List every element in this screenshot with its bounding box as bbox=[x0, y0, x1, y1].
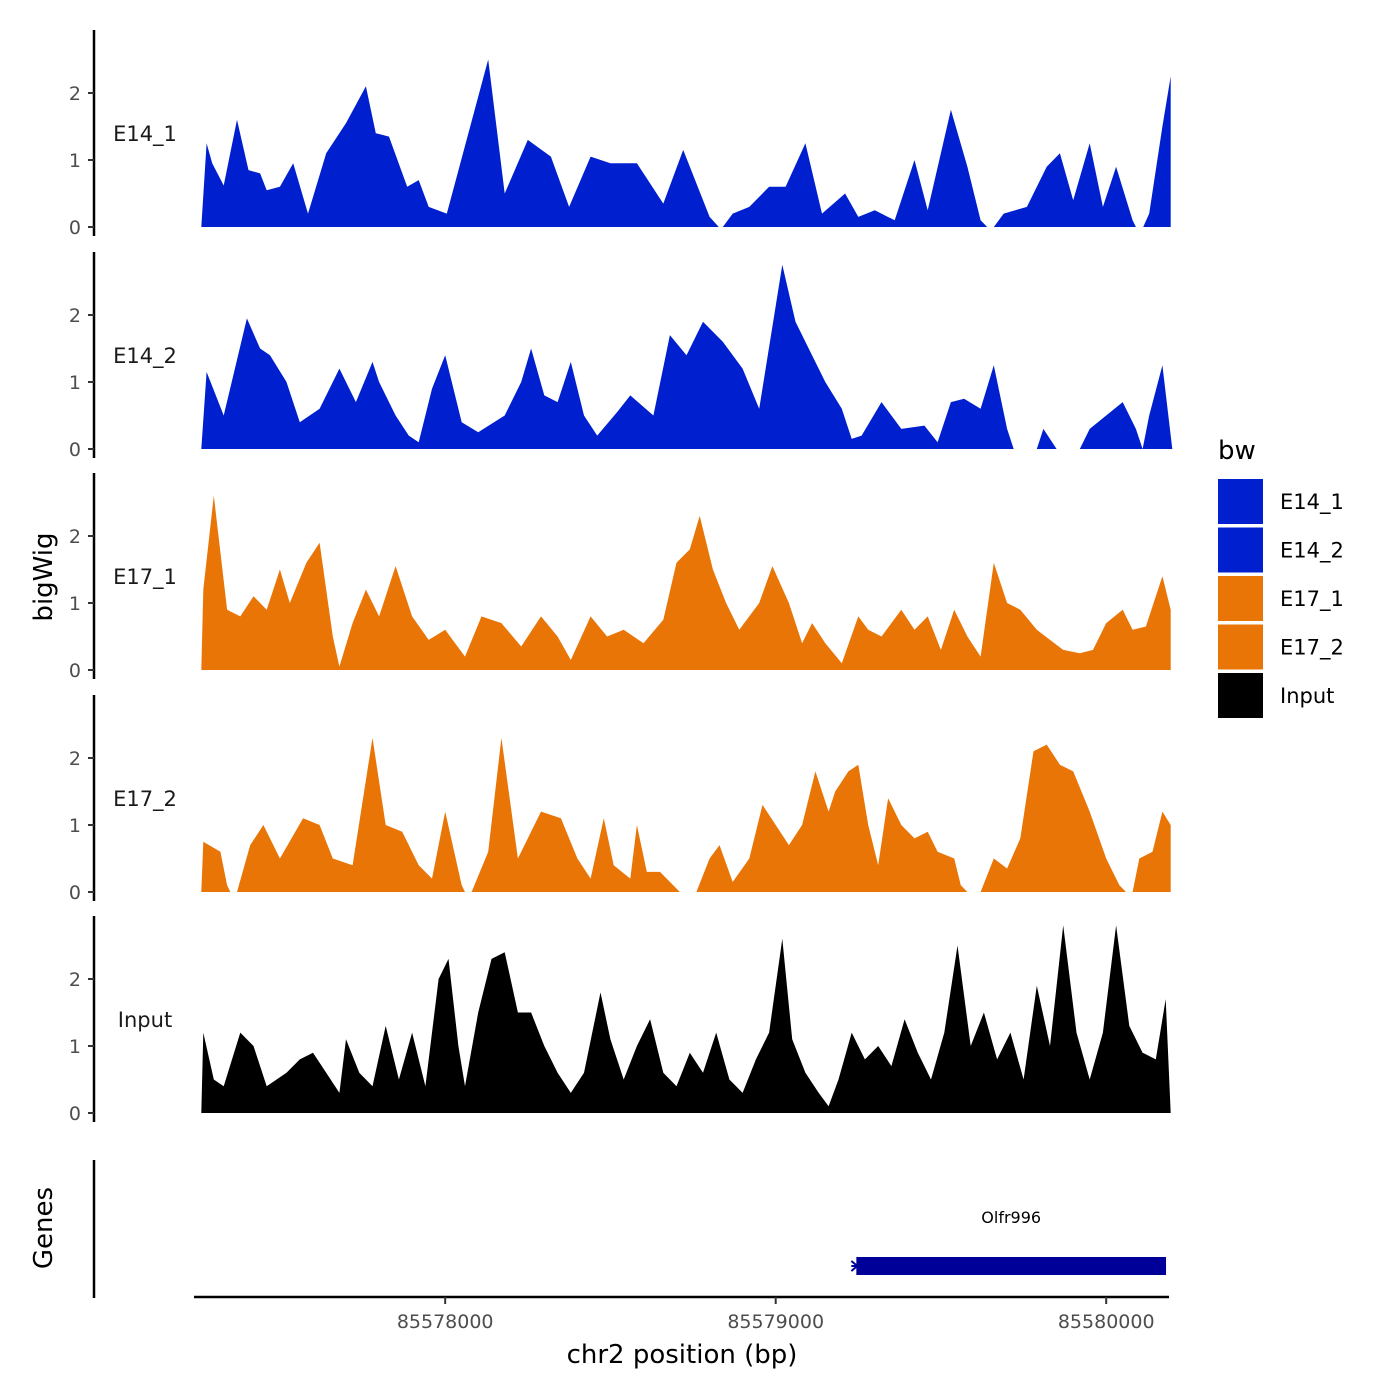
track-label-E17_1: E17_1 bbox=[113, 565, 177, 590]
track-label-E14_2: E14_2 bbox=[113, 344, 177, 369]
y-tick-label: 2 bbox=[69, 969, 81, 991]
track-E14_2: 0 1 2 E14_2 bbox=[69, 252, 1173, 461]
y-tick-label: 2 bbox=[69, 83, 81, 105]
y-tick-label: 2 bbox=[69, 305, 81, 327]
track-label-E14_1: E14_1 bbox=[113, 122, 177, 147]
gene-strand-arrow bbox=[850, 1260, 859, 1272]
legend-label: E17_1 bbox=[1280, 587, 1344, 612]
gene-body bbox=[856, 1257, 1167, 1275]
y-tick-label: 2 bbox=[69, 748, 81, 770]
y-tick-label: 1 bbox=[69, 372, 81, 394]
y-tick-label: 0 bbox=[69, 882, 81, 904]
genes-track: Olfr996 bbox=[92, 1160, 1167, 1298]
signal-area-E17_1 bbox=[201, 495, 1171, 670]
track-E17_2: 0 1 2 E17_2 bbox=[69, 695, 1171, 904]
legend-label: E14_2 bbox=[1280, 539, 1344, 564]
legend-title: bw bbox=[1218, 436, 1256, 466]
track-E17_1: 0 1 2 E17_1 bbox=[69, 473, 1171, 682]
legend-item-E17_1: E17_1 bbox=[1218, 576, 1344, 621]
x-tick-label: 85580000 bbox=[1058, 1311, 1155, 1333]
track-E14_1: 0 1 2 E14_1 bbox=[69, 30, 1171, 239]
legend-label: E17_2 bbox=[1280, 636, 1344, 661]
legend-swatch bbox=[1218, 624, 1263, 670]
tracks-layer: 0 1 2 E14_1 0 1 2 E14_2 0 1 2 E17_1 0 1 2 E17_2 0 1 2 Input bbox=[69, 30, 1173, 1125]
legend-swatch bbox=[1218, 527, 1263, 573]
gene-Olfr996: Olfr996 bbox=[850, 1208, 1167, 1275]
x-tick-label: 85579000 bbox=[727, 1311, 824, 1333]
x-axis-title: chr2 position (bp) bbox=[567, 1340, 798, 1370]
legend-label: Input bbox=[1280, 684, 1334, 708]
y-tick-label: 0 bbox=[69, 660, 81, 682]
gene-label: Olfr996 bbox=[981, 1208, 1041, 1227]
y-tick-label: 1 bbox=[69, 150, 81, 172]
x-tick-label: 85578000 bbox=[397, 1311, 494, 1333]
signal-area-E14_1 bbox=[201, 59, 1171, 227]
legend-label: E14_1 bbox=[1280, 490, 1344, 515]
x-axis: 85578000 85579000 85580000 bbox=[194, 1295, 1169, 1333]
y-tick-label: 0 bbox=[69, 439, 81, 461]
signal-area-E17_2 bbox=[201, 737, 1171, 892]
track-label-Input: Input bbox=[118, 1008, 172, 1032]
y-tick-label: 1 bbox=[69, 1036, 81, 1058]
y-axis-title: bigWig bbox=[29, 532, 59, 621]
y-tick-label: 2 bbox=[69, 526, 81, 548]
track-label-E17_2: E17_2 bbox=[113, 787, 177, 812]
legend-swatch bbox=[1218, 576, 1263, 621]
legend-swatch bbox=[1218, 479, 1263, 524]
genes-track-title: Genes bbox=[29, 1187, 59, 1269]
signal-area-Input bbox=[201, 925, 1171, 1113]
legend-item-E14_1: E14_1 bbox=[1218, 479, 1344, 524]
y-tick-label: 1 bbox=[69, 593, 81, 615]
y-tick-label: 0 bbox=[69, 1103, 81, 1125]
legend-item-Input: Input bbox=[1218, 673, 1334, 718]
legend-item-E17_2: E17_2 bbox=[1218, 624, 1344, 670]
signal-area-E14_2 bbox=[201, 264, 1173, 449]
legend: bw E14_1 E14_2 E17_1 E17_2 Input bbox=[1218, 436, 1344, 718]
y-tick-label: 0 bbox=[69, 217, 81, 239]
track-Input: 0 1 2 Input bbox=[69, 916, 1171, 1125]
legend-swatch bbox=[1218, 673, 1263, 718]
legend-item-E14_2: E14_2 bbox=[1218, 527, 1344, 573]
y-tick-label: 1 bbox=[69, 815, 81, 837]
